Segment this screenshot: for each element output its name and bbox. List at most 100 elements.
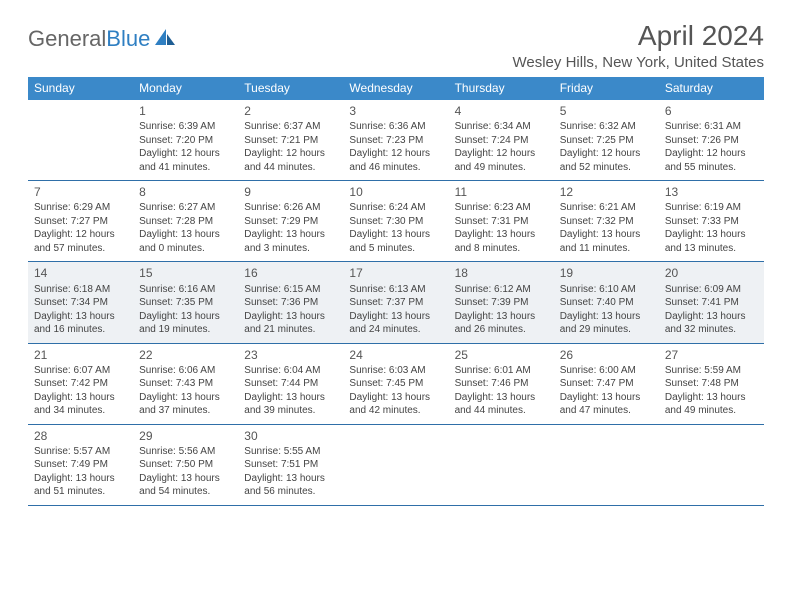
day-info-line: Sunset: 7:28 PM — [139, 215, 232, 229]
day-info-line: Daylight: 13 hours — [139, 310, 232, 324]
day-info-line: Sunrise: 5:57 AM — [34, 445, 127, 459]
day-info-line: and 52 minutes. — [560, 161, 653, 175]
day-info-line: and 47 minutes. — [560, 404, 653, 418]
day-info-line: Sunrise: 6:15 AM — [244, 283, 337, 297]
day-cell: 30Sunrise: 5:55 AMSunset: 7:51 PMDayligh… — [238, 425, 343, 505]
day-number: 25 — [455, 347, 548, 363]
logo: GeneralBlue — [28, 20, 176, 52]
day-info-line: and 8 minutes. — [455, 242, 548, 256]
day-cell: 26Sunrise: 6:00 AMSunset: 7:47 PMDayligh… — [554, 344, 659, 424]
week-row: 14Sunrise: 6:18 AMSunset: 7:34 PMDayligh… — [28, 262, 764, 343]
day-info-line: Daylight: 12 hours — [349, 147, 442, 161]
day-info-line: Sunset: 7:47 PM — [560, 377, 653, 391]
day-number: 27 — [665, 347, 758, 363]
weekday-sun: Sunday — [28, 77, 133, 100]
day-info-line: Daylight: 13 hours — [349, 391, 442, 405]
day-info-line: and 44 minutes. — [244, 161, 337, 175]
day-info-line: Sunset: 7:24 PM — [455, 134, 548, 148]
day-info-line: Sunrise: 6:18 AM — [34, 283, 127, 297]
day-number: 9 — [244, 184, 337, 200]
day-info-line: Sunrise: 6:06 AM — [139, 364, 232, 378]
day-number: 4 — [455, 103, 548, 119]
day-cell: 21Sunrise: 6:07 AMSunset: 7:42 PMDayligh… — [28, 344, 133, 424]
logo-sail-icon — [154, 26, 176, 52]
day-info-line: and 16 minutes. — [34, 323, 127, 337]
day-number: 1 — [139, 103, 232, 119]
day-info-line: and 55 minutes. — [665, 161, 758, 175]
day-cell: 20Sunrise: 6:09 AMSunset: 7:41 PMDayligh… — [659, 262, 764, 342]
day-number: 29 — [139, 428, 232, 444]
day-info-line: and 3 minutes. — [244, 242, 337, 256]
day-info-line: and 46 minutes. — [349, 161, 442, 175]
day-cell: 19Sunrise: 6:10 AMSunset: 7:40 PMDayligh… — [554, 262, 659, 342]
day-number: 7 — [34, 184, 127, 200]
day-info-line: Sunset: 7:34 PM — [34, 296, 127, 310]
day-info-line: Sunset: 7:23 PM — [349, 134, 442, 148]
day-cell: 18Sunrise: 6:12 AMSunset: 7:39 PMDayligh… — [449, 262, 554, 342]
day-cell — [659, 425, 764, 505]
day-info-line: and 0 minutes. — [139, 242, 232, 256]
calendar-page: GeneralBlue April 2024 Wesley Hills, New… — [0, 0, 792, 506]
day-info-line: and 24 minutes. — [349, 323, 442, 337]
day-info-line: and 26 minutes. — [455, 323, 548, 337]
day-info-line: Daylight: 13 hours — [244, 228, 337, 242]
day-info-line: Daylight: 13 hours — [665, 391, 758, 405]
day-cell: 16Sunrise: 6:15 AMSunset: 7:36 PMDayligh… — [238, 262, 343, 342]
day-info-line: Sunrise: 6:10 AM — [560, 283, 653, 297]
day-number: 16 — [244, 265, 337, 281]
day-info-line: Sunrise: 6:03 AM — [349, 364, 442, 378]
day-info-line: Sunrise: 6:37 AM — [244, 120, 337, 134]
day-cell: 5Sunrise: 6:32 AMSunset: 7:25 PMDaylight… — [554, 100, 659, 180]
day-cell: 29Sunrise: 5:56 AMSunset: 7:50 PMDayligh… — [133, 425, 238, 505]
day-info-line: and 11 minutes. — [560, 242, 653, 256]
day-info-line: Sunrise: 6:34 AM — [455, 120, 548, 134]
day-info-line: Sunset: 7:31 PM — [455, 215, 548, 229]
day-cell: 15Sunrise: 6:16 AMSunset: 7:35 PMDayligh… — [133, 262, 238, 342]
day-number: 18 — [455, 265, 548, 281]
day-number: 10 — [349, 184, 442, 200]
day-info-line: and 34 minutes. — [34, 404, 127, 418]
day-info-line: Sunset: 7:42 PM — [34, 377, 127, 391]
day-info-line: Sunrise: 6:00 AM — [560, 364, 653, 378]
day-number: 6 — [665, 103, 758, 119]
day-number: 28 — [34, 428, 127, 444]
day-cell — [28, 100, 133, 180]
day-info-line: Sunset: 7:20 PM — [139, 134, 232, 148]
logo-text-2: Blue — [106, 26, 150, 52]
day-info-line: Daylight: 12 hours — [139, 147, 232, 161]
day-info-line: Sunset: 7:41 PM — [665, 296, 758, 310]
day-info-line: Daylight: 12 hours — [560, 147, 653, 161]
day-cell — [343, 425, 448, 505]
day-info-line: Sunrise: 6:12 AM — [455, 283, 548, 297]
calendar-grid: Sunday Monday Tuesday Wednesday Thursday… — [28, 77, 764, 506]
day-cell: 4Sunrise: 6:34 AMSunset: 7:24 PMDaylight… — [449, 100, 554, 180]
day-info-line: Sunset: 7:39 PM — [455, 296, 548, 310]
day-info-line: Daylight: 13 hours — [34, 472, 127, 486]
day-info-line: Daylight: 12 hours — [455, 147, 548, 161]
day-cell: 24Sunrise: 6:03 AMSunset: 7:45 PMDayligh… — [343, 344, 448, 424]
day-info-line: Sunrise: 6:04 AM — [244, 364, 337, 378]
day-info-line: Sunset: 7:33 PM — [665, 215, 758, 229]
day-info-line: Sunrise: 6:36 AM — [349, 120, 442, 134]
day-number: 13 — [665, 184, 758, 200]
day-cell: 8Sunrise: 6:27 AMSunset: 7:28 PMDaylight… — [133, 181, 238, 261]
day-info-line: and 29 minutes. — [560, 323, 653, 337]
day-cell: 1Sunrise: 6:39 AMSunset: 7:20 PMDaylight… — [133, 100, 238, 180]
day-info-line: Sunrise: 5:56 AM — [139, 445, 232, 459]
day-cell: 13Sunrise: 6:19 AMSunset: 7:33 PMDayligh… — [659, 181, 764, 261]
day-info-line: Sunset: 7:21 PM — [244, 134, 337, 148]
day-info-line: and 13 minutes. — [665, 242, 758, 256]
day-info-line: Daylight: 13 hours — [244, 472, 337, 486]
day-info-line: Daylight: 13 hours — [560, 391, 653, 405]
day-info-line: Daylight: 12 hours — [34, 228, 127, 242]
day-number: 19 — [560, 265, 653, 281]
day-cell: 14Sunrise: 6:18 AMSunset: 7:34 PMDayligh… — [28, 262, 133, 342]
day-info-line: and 51 minutes. — [34, 485, 127, 499]
day-info-line: Sunset: 7:37 PM — [349, 296, 442, 310]
day-number: 26 — [560, 347, 653, 363]
day-info-line: Sunrise: 6:24 AM — [349, 201, 442, 215]
day-cell: 10Sunrise: 6:24 AMSunset: 7:30 PMDayligh… — [343, 181, 448, 261]
day-cell: 17Sunrise: 6:13 AMSunset: 7:37 PMDayligh… — [343, 262, 448, 342]
day-info-line: Sunrise: 6:21 AM — [560, 201, 653, 215]
day-info-line: Sunset: 7:32 PM — [560, 215, 653, 229]
